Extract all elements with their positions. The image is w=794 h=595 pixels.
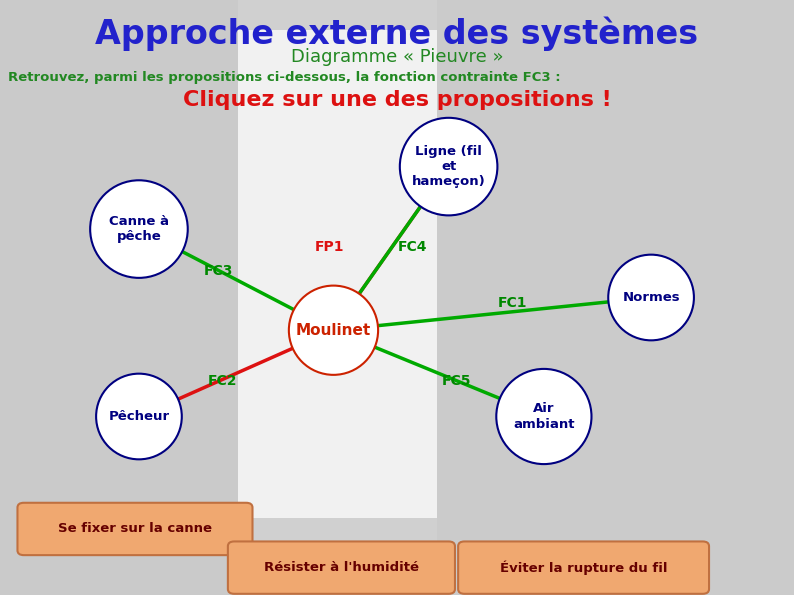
Text: Cliquez sur une des propositions !: Cliquez sur une des propositions ! xyxy=(183,90,611,111)
Text: FC5: FC5 xyxy=(441,374,472,388)
Bar xyxy=(437,0,794,595)
Ellipse shape xyxy=(289,286,378,375)
Text: Diagramme « Pieuvre »: Diagramme « Pieuvre » xyxy=(291,48,503,65)
Text: Canne à
pêche: Canne à pêche xyxy=(109,215,169,243)
Text: FC1: FC1 xyxy=(497,296,527,311)
Text: FC2: FC2 xyxy=(207,374,237,388)
Bar xyxy=(238,30,437,518)
Text: FC4: FC4 xyxy=(398,240,428,254)
Text: Air
ambiant: Air ambiant xyxy=(513,402,575,431)
Text: FP1: FP1 xyxy=(314,240,345,254)
Text: Éviter la rupture du fil: Éviter la rupture du fil xyxy=(500,560,667,575)
Text: Approche externe des systèmes: Approche externe des systèmes xyxy=(95,17,699,51)
Ellipse shape xyxy=(91,180,187,278)
Ellipse shape xyxy=(400,118,497,215)
FancyBboxPatch shape xyxy=(458,541,709,594)
Text: Résister à l'humidité: Résister à l'humidité xyxy=(264,561,419,574)
Bar xyxy=(0,0,238,595)
FancyBboxPatch shape xyxy=(17,503,252,555)
Text: Retrouvez, parmi les propositions ci-dessous, la fonction contrainte FC3 :: Retrouvez, parmi les propositions ci-des… xyxy=(8,71,561,84)
Text: Pêcheur: Pêcheur xyxy=(109,410,169,423)
Text: Se fixer sur la canne: Se fixer sur la canne xyxy=(58,522,212,536)
Text: FC3: FC3 xyxy=(204,264,233,278)
Text: Ligne (fil
et
hameçon): Ligne (fil et hameçon) xyxy=(412,145,485,188)
Text: Normes: Normes xyxy=(622,291,680,304)
Ellipse shape xyxy=(608,255,694,340)
Text: Moulinet: Moulinet xyxy=(296,322,371,338)
Ellipse shape xyxy=(96,374,182,459)
Ellipse shape xyxy=(496,369,592,464)
FancyBboxPatch shape xyxy=(228,541,455,594)
